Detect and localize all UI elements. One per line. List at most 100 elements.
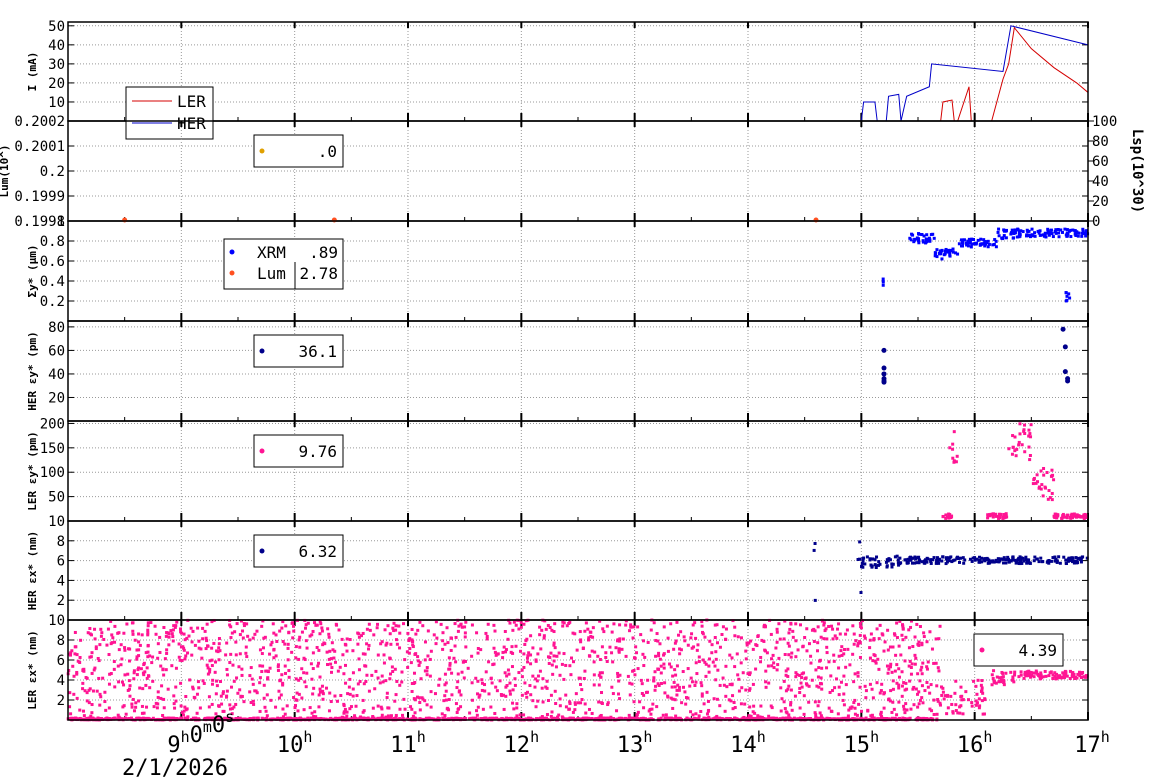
data-point [429, 649, 433, 653]
data-point [879, 712, 883, 716]
data-point [1004, 228, 1008, 232]
data-point [494, 685, 498, 689]
data-point [310, 633, 314, 637]
data-point [155, 706, 159, 710]
data-point [571, 631, 575, 635]
data-point [673, 698, 677, 702]
data-point [1053, 674, 1057, 678]
data-point [725, 717, 729, 721]
data-point [385, 696, 389, 700]
data-point [1075, 560, 1079, 564]
data-point [127, 717, 131, 721]
data-point [965, 243, 969, 247]
data-point [759, 655, 763, 659]
data-point [535, 679, 539, 683]
data-point [817, 700, 821, 704]
data-point [462, 659, 466, 663]
data-point [556, 717, 560, 721]
data-point [787, 644, 791, 648]
data-point [415, 695, 419, 699]
data-point [122, 683, 126, 687]
data-point [517, 627, 521, 631]
data-point [334, 622, 338, 626]
data-point [503, 671, 507, 675]
data-point [632, 668, 636, 672]
data-point [966, 698, 970, 702]
data-point [974, 699, 978, 703]
data-point [373, 687, 377, 691]
data-point [1004, 236, 1008, 240]
data-point [241, 636, 245, 640]
data-point [1062, 672, 1066, 676]
data-point [196, 680, 200, 684]
data-point [260, 652, 264, 656]
data-point [1064, 562, 1068, 566]
data-point [269, 643, 273, 647]
data-point [235, 622, 239, 626]
data-point [486, 622, 490, 626]
data-point [854, 639, 858, 643]
data-point [1015, 235, 1019, 239]
data-point [657, 651, 661, 655]
data-point [1057, 555, 1061, 559]
legend-value: 2.78 [299, 264, 338, 283]
data-point [510, 645, 514, 649]
data-point [561, 624, 565, 628]
data-point [90, 711, 94, 715]
data-point [78, 656, 82, 660]
data-point [677, 685, 681, 689]
data-point [264, 709, 268, 713]
data-point [966, 239, 970, 243]
data-point [784, 669, 788, 673]
data-point [452, 656, 456, 660]
data-point [1002, 561, 1006, 565]
data-point [1050, 498, 1054, 502]
data-point [1043, 485, 1047, 489]
data-point [997, 515, 1001, 519]
data-point [538, 669, 542, 673]
data-point [251, 636, 255, 640]
data-point [994, 245, 998, 249]
data-point [371, 706, 375, 710]
data-point [675, 620, 679, 624]
data-point [656, 639, 660, 643]
legend-label: HER [177, 114, 206, 133]
data-point [700, 684, 704, 688]
data-point [205, 622, 209, 626]
data-point [662, 625, 666, 629]
data-point [967, 241, 971, 245]
data-point [816, 704, 820, 708]
y-axis-label: LER εy* (pm) [26, 431, 39, 510]
data-point [925, 667, 929, 671]
data-point [130, 702, 134, 706]
data-point [713, 716, 717, 720]
data-point [1022, 676, 1026, 680]
data-point [430, 717, 434, 721]
data-point [887, 667, 891, 671]
data-point [775, 630, 779, 634]
data-point [976, 678, 980, 682]
data-point [959, 556, 963, 560]
data-point [807, 700, 811, 704]
data-point [1084, 516, 1088, 520]
data-point [1082, 675, 1086, 679]
data-point [574, 692, 578, 696]
data-point [587, 638, 591, 642]
panel-frame [67, 520, 1089, 621]
data-point [173, 625, 177, 629]
data-point [368, 628, 372, 632]
y-tick-label: 0.6 [40, 254, 65, 270]
data-point [146, 643, 150, 647]
data-point [903, 558, 907, 562]
data-point [917, 239, 921, 243]
data-point [1068, 296, 1072, 300]
data-point [391, 670, 395, 674]
data-point [1047, 489, 1051, 493]
data-point [674, 639, 678, 643]
data-point [935, 712, 939, 716]
data-point [671, 717, 675, 721]
data-point [489, 717, 493, 721]
y-tick-label: 0.8 [40, 234, 65, 250]
data-point [281, 640, 285, 644]
y-axis-label: Σy* (μm) [26, 245, 39, 298]
